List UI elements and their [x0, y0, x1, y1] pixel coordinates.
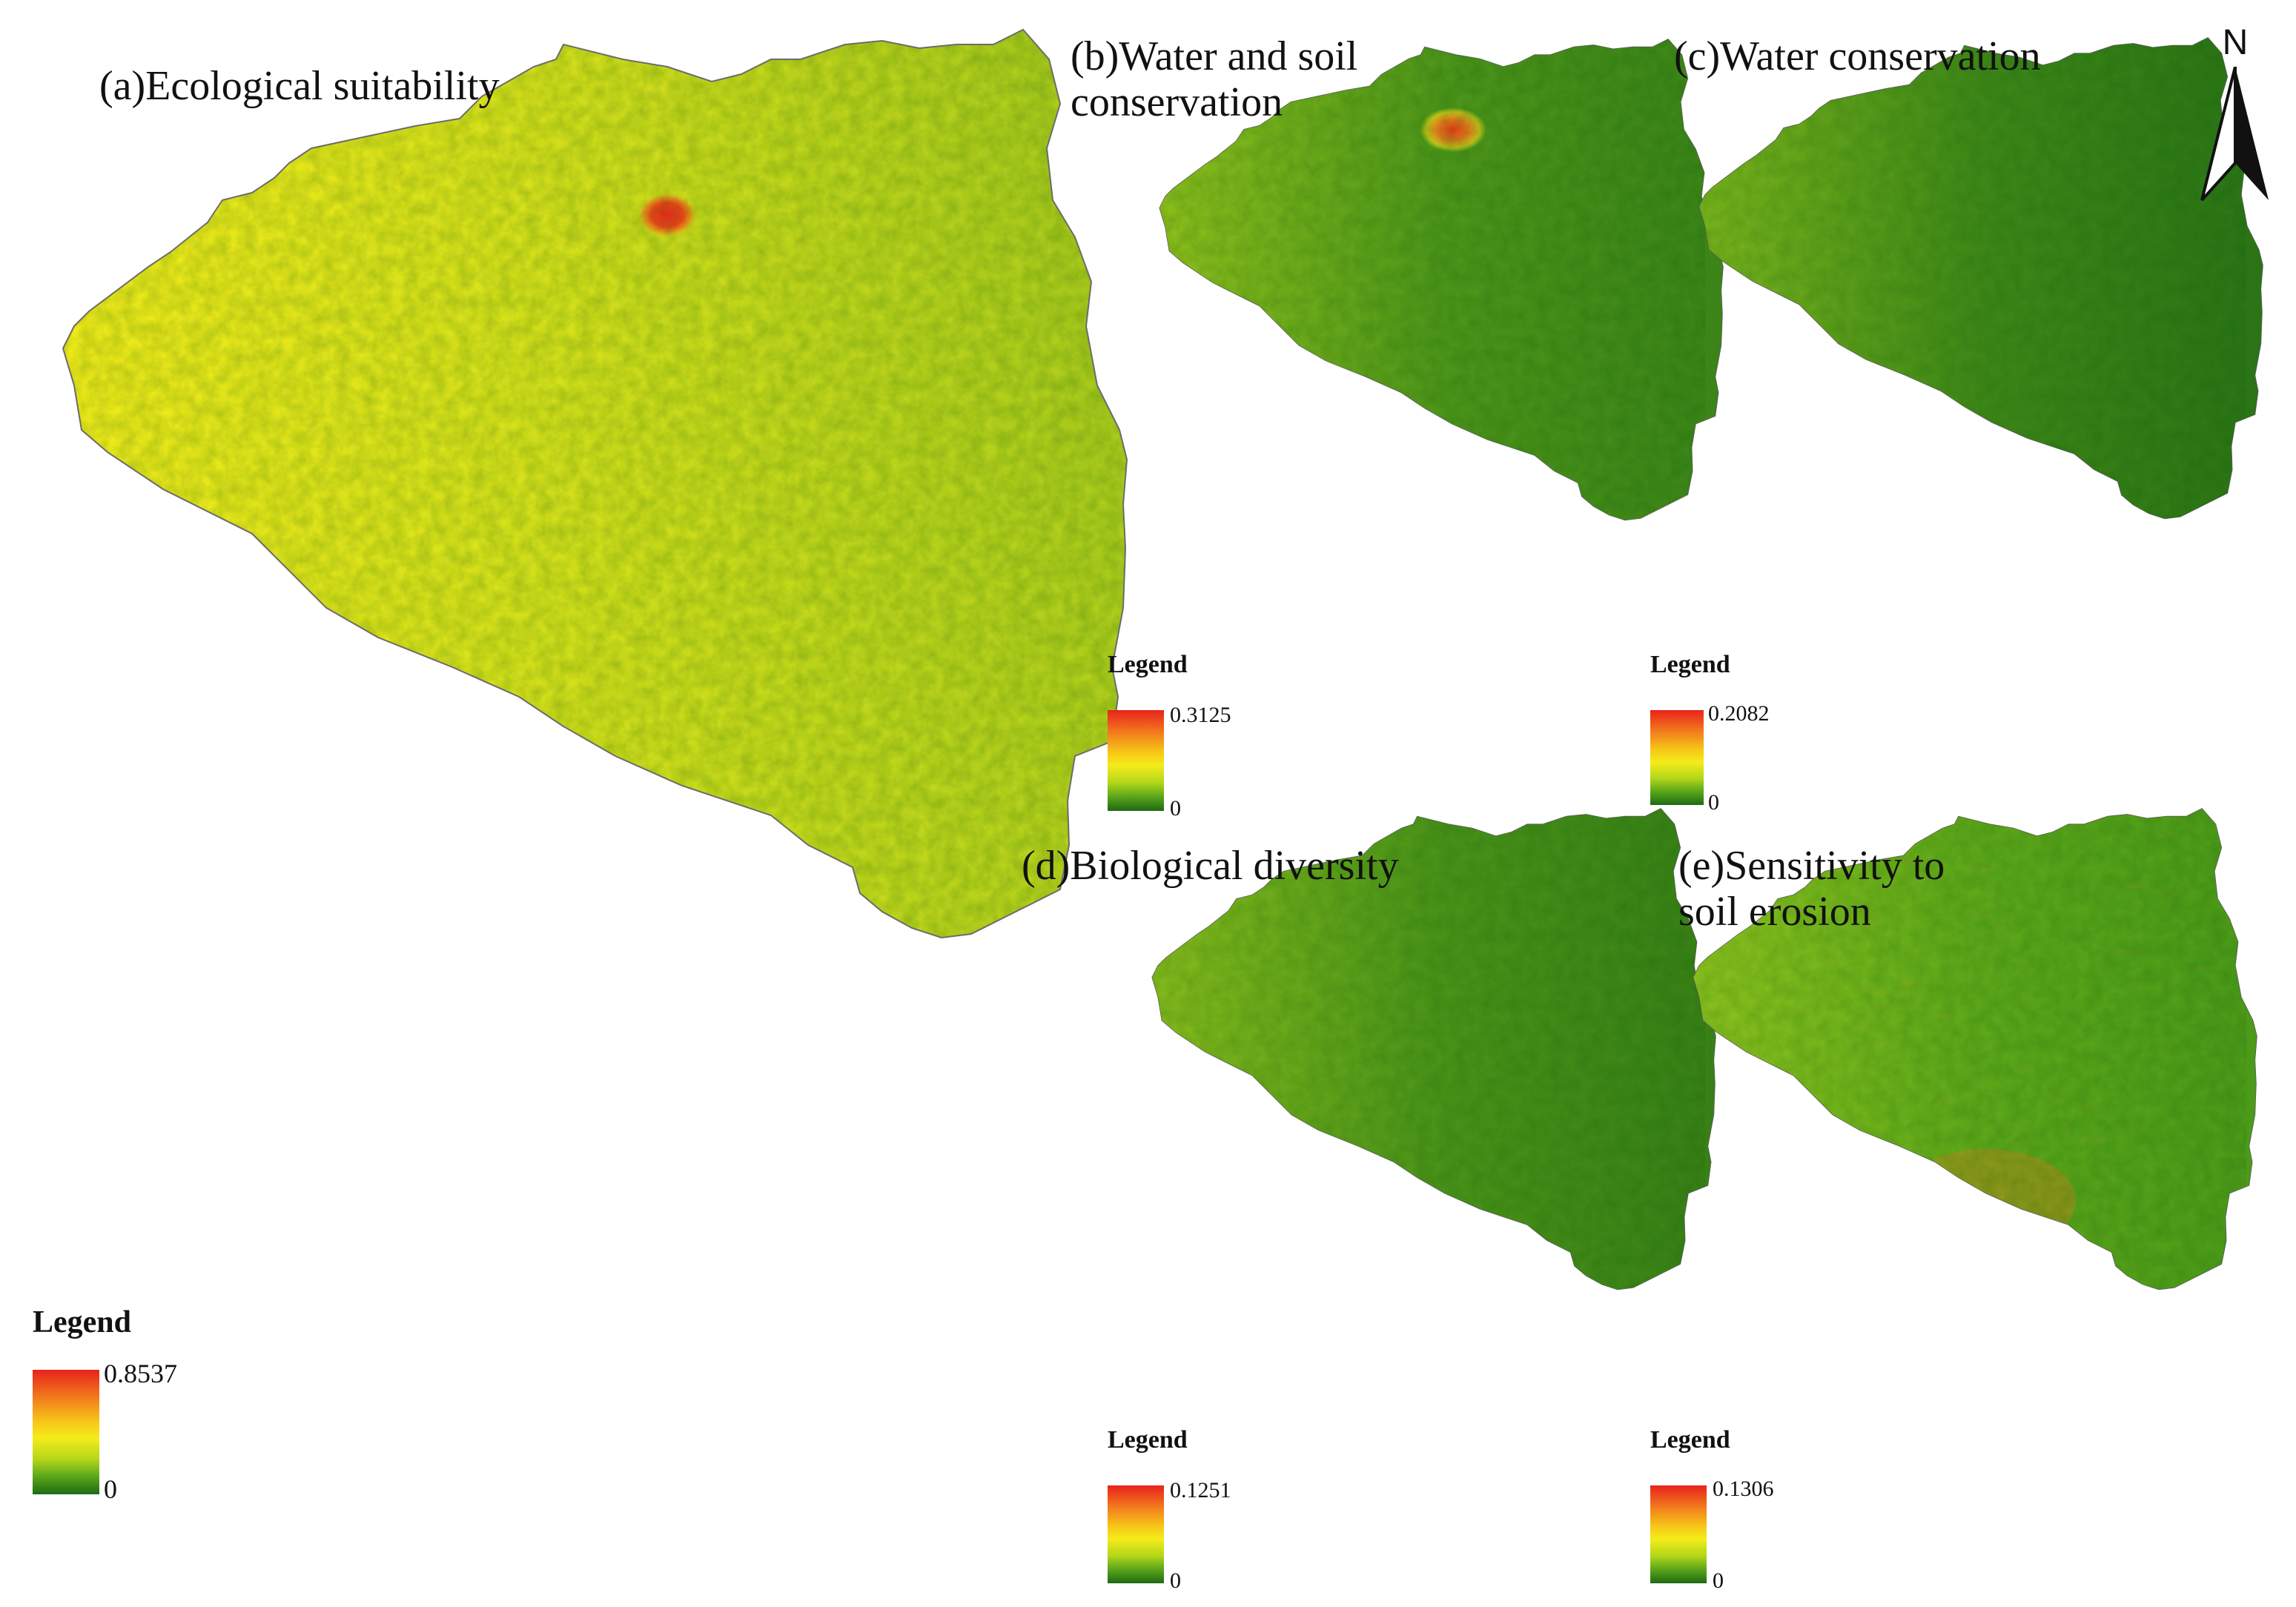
panel-c-title: (c)Water conservation [1674, 33, 2041, 79]
legend-a-color-ramp [33, 1370, 99, 1494]
legend-c-min-label: 0 [1708, 790, 1719, 815]
panel-a-title: (a)Ecological suitability [99, 63, 500, 109]
legend-a-min-label: 0 [104, 1474, 117, 1504]
north-arrow-icon [2200, 67, 2269, 202]
legend-e: Legend 0.1306 0 [1650, 1426, 1799, 1597]
map-a-ecological-suitability [62, 29, 1128, 938]
legend-e-title: Legend [1650, 1426, 1730, 1454]
legend-b: Legend 0.3125 0 [1108, 651, 1256, 821]
legend-c: Legend 0.2082 0 [1650, 651, 1799, 821]
north-arrow-label: N [2222, 23, 2249, 62]
panel-b-title-line2: conservation [1071, 79, 1283, 125]
legend-c-color-ramp [1650, 710, 1704, 805]
north-arrow: N [2198, 22, 2272, 202]
legend-e-color-ramp [1650, 1485, 1707, 1583]
panel-b-title-line1: (b)Water and soil [1071, 33, 1358, 79]
legend-c-title: Legend [1650, 651, 1730, 678]
legend-a: Legend 0.8537 0 [33, 1305, 181, 1512]
legend-d-min-label: 0 [1170, 1568, 1181, 1593]
legend-a-max-label: 0.8537 [104, 1359, 177, 1388]
legend-d: Legend 0.1251 0 [1108, 1426, 1256, 1597]
panel-e-title: (e)Sensitivity to soil erosion [1678, 843, 1945, 935]
legend-d-color-ramp [1108, 1485, 1164, 1583]
panel-b-title: (b)Water and soil conservation [1071, 33, 1357, 125]
legend-a-title: Legend [33, 1305, 132, 1339]
legend-d-title: Legend [1108, 1426, 1188, 1454]
legend-d-max-label: 0.1251 [1170, 1478, 1231, 1502]
legend-b-title: Legend [1108, 651, 1188, 678]
legend-e-max-label: 0.1306 [1713, 1477, 1774, 1501]
legend-c-max-label: 0.2082 [1708, 701, 1770, 726]
legend-b-max-label: 0.3125 [1170, 703, 1231, 727]
legend-e-min-label: 0 [1713, 1568, 1724, 1593]
panel-e-title-line2: soil erosion [1678, 889, 1871, 935]
panel-e-title-line1: (e)Sensitivity to [1678, 843, 1945, 889]
legend-b-color-ramp [1108, 710, 1164, 811]
legend-b-min-label: 0 [1170, 796, 1181, 821]
panel-d-title: (d)Biological diversity [1022, 843, 1399, 889]
